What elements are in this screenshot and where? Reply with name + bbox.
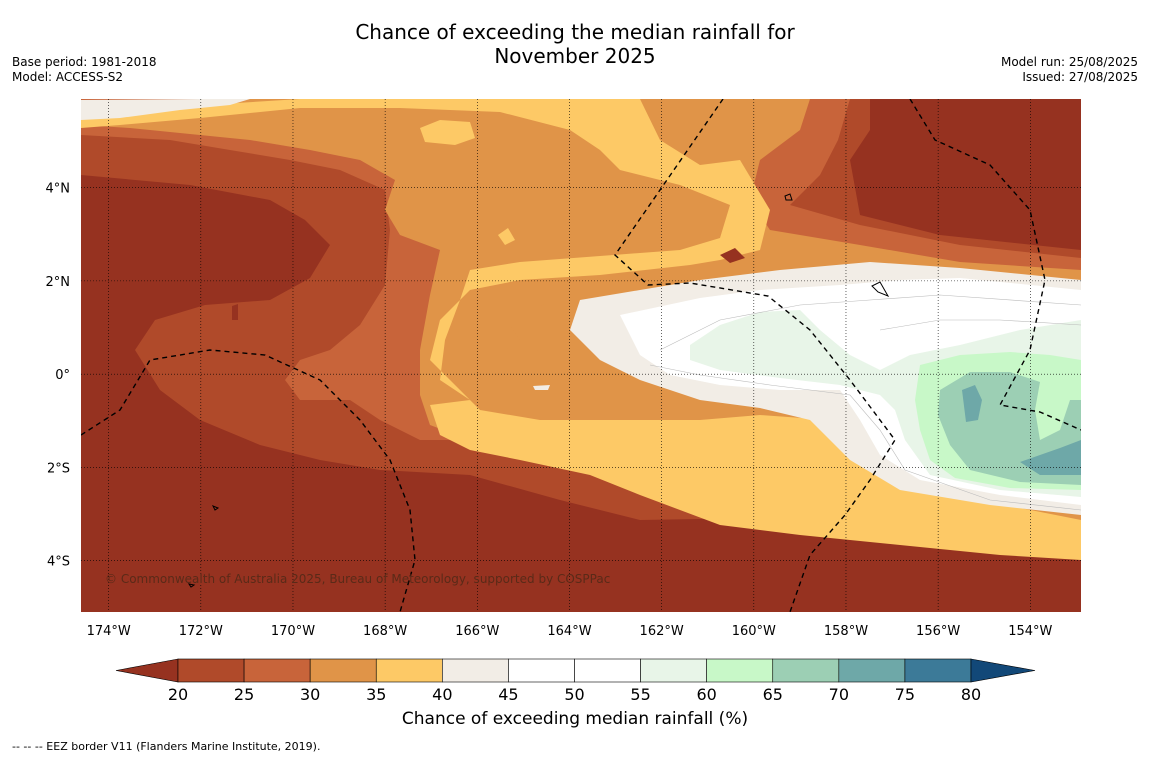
longitude-tick-label: 166°W [455,624,499,639]
longitude-tick-label: 158°W [824,624,868,639]
colorbar-tick-label: 70 [829,685,849,704]
latitude-tick-label: 2°N [46,275,71,290]
latitude-tick-label: 4°N [46,182,71,197]
colorbar-tick-label: 50 [564,685,584,704]
colorbar-extend-high [970,658,1036,683]
blob-yellow-1 [420,120,475,145]
latitude-tick-label: 4°S [47,555,70,570]
rainfall-field [81,99,1081,612]
model-text: Model: ACCESS-S2 [12,70,124,84]
colorbar-tick-label: 25 [234,685,254,704]
colorbar-tick-label: 40 [432,685,452,704]
longitude-tick-label: 174°W [87,624,131,639]
issued-text: Issued: 27/08/2025 [1022,70,1138,84]
longitude-tick-label: 172°W [179,624,223,639]
blob-orange-2 [490,325,520,350]
band-45-50 [81,99,1081,515]
colorbar-tick-label: 60 [696,685,716,704]
map-title: Chance of exceeding the median rainfall … [0,20,1150,68]
islands [187,193,890,588]
copyright-credit: © Commonwealth of Australia 2025, Bureau… [105,572,610,586]
colorbar-segment [309,658,377,683]
colorbar-segment [177,658,245,683]
blob-yellow-2 [498,228,515,245]
colorbar-tick-label: 35 [366,685,386,704]
base-period-text: Base period: 1981-2018 [12,55,157,69]
longitude-tick-label: 156°W [916,624,960,639]
model-run-text: Model run: 25/08/2025 [1000,55,1138,69]
longitude-tick-label: 170°W [271,624,315,639]
longitude-labels: 174°W 172°W 170°W 168°W 166°W 164°W 162°W 160°W… [87,624,1053,639]
colorbar-segment [904,658,972,683]
eez-footnote: -- -- -- EEZ border V11 (Flanders Marine… [12,740,321,753]
eez-border [81,99,1081,612]
longitude-tick-label: 154°W [1008,624,1052,639]
longitude-tick-label: 164°W [547,624,591,639]
colorbar-segment [838,658,906,683]
latitude-tick-label: 2°S [47,461,70,476]
latitude-tick-label: 0° [55,368,70,383]
colorbar-segment [375,658,443,683]
colorbar-tick-label: 75 [895,685,915,704]
band-40-45 [81,99,1081,560]
latitude-labels: 4°N 2°N 0° 2°S 4°S [46,182,71,570]
colorbar [115,658,1036,683]
colorbar-tick-label: 65 [763,685,783,704]
longitude-tick-label: 160°W [732,624,776,639]
title-line-1: Chance of exceeding the median rainfall … [355,20,795,44]
colorbar-segment [772,658,840,683]
colorbar-tick-label: 45 [498,685,518,704]
colorbar-tick-label: 20 [168,685,188,704]
colorbar-tick-label: 30 [300,685,320,704]
model-info: Base period: 1981-2018 Model: ACCESS-S2 [12,55,157,85]
blob-orange-4 [532,304,550,322]
blob-cream-1 [533,385,550,390]
colorbar-segment [508,658,575,683]
colorbar-segment [574,658,641,683]
band-75-80 [962,385,1081,475]
run-info: Model run: 25/08/2025 Issued: 27/08/2025 [1001,55,1138,85]
colorbar-ticks: 20 25 30 35 40 45 50 55 60 65 70 75 80 [168,685,981,704]
colorbar-segment [706,658,774,683]
longitude-tick-label: 162°W [640,624,684,639]
blob-orange-3 [525,348,560,370]
colorbar-title: Chance of exceeding median rainfall (%) [401,709,749,729]
longitude-tick-label: 168°W [363,624,407,639]
colorbar-extend-low [115,658,179,683]
blob-darkred-2 [720,248,745,263]
contour-lines [649,294,1081,511]
blob-orange-1 [680,200,712,240]
colorbar-tick-label: 55 [630,685,650,704]
blob-darkred-1 [232,304,238,320]
colorbar-segment [640,658,707,683]
colorbar-tick-label: 80 [961,685,981,704]
colorbar-segment [442,658,509,683]
colorbar-segment [243,658,311,683]
title-line-2: November 2025 [494,44,656,68]
